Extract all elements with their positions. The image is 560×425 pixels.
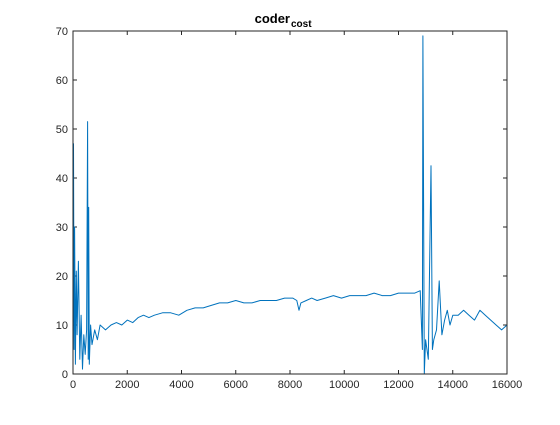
chart-title-main: coder [255,11,290,26]
y-tick-label: 40 [56,173,68,185]
plot-frame [72,30,508,375]
chart-title-subscript: cost [291,19,312,30]
y-tick-label: 70 [56,26,68,38]
x-tick-label: 4000 [169,379,193,391]
x-tick-label: 8000 [278,379,302,391]
y-tick-label: 60 [56,75,68,87]
x-tick-label: 0 [70,379,76,391]
y-tick-label: 20 [56,271,68,283]
series-group [72,35,508,375]
chart-title: coder cost [255,11,313,30]
y-tick-label: 0 [62,369,68,381]
y-tick-label: 30 [56,222,68,234]
x-tick-label: 12000 [383,379,414,391]
x-tick-label: 10000 [329,379,360,391]
y-tick-label: 50 [56,124,68,136]
y-tick-label: 10 [56,320,68,332]
axis-ticks: 0 2000 4000 6000 8000 10000 12000 14000 16000 0 10… [56,26,523,391]
x-tick-label: 14000 [437,379,468,391]
x-tick-label: 6000 [224,379,248,391]
series-line [72,35,508,375]
x-tick-label: 16000 [492,379,523,391]
x-tick-label: 2000 [115,379,139,391]
